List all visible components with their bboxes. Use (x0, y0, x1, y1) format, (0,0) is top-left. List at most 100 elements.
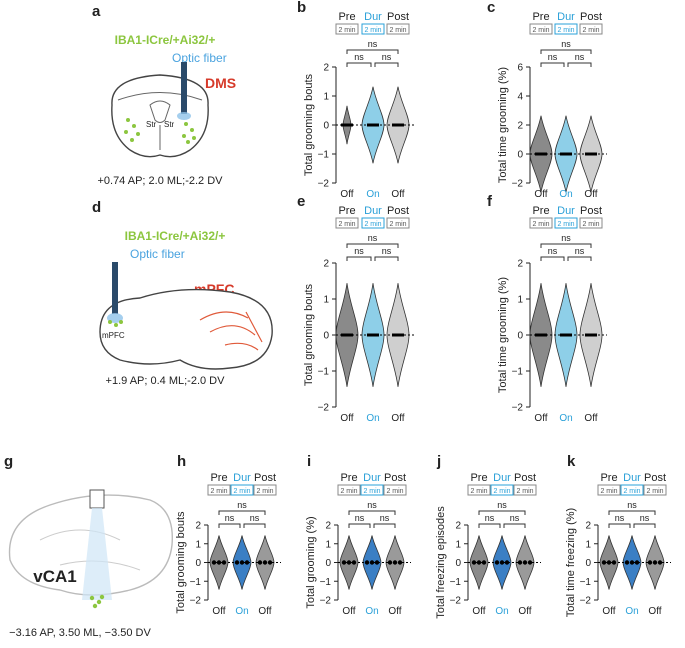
y-tick-label: −1 (580, 577, 592, 588)
phase-label: Pre (470, 472, 487, 484)
duration-label: 2 min (557, 27, 574, 34)
bracket (374, 256, 399, 261)
region-text: Str (146, 120, 157, 129)
data-point (346, 560, 352, 565)
y-tick-label: −1 (450, 577, 462, 588)
bracket (478, 523, 501, 528)
phase-label: Post (387, 11, 409, 23)
phase-label: Post (387, 205, 409, 217)
condition-label: Off (534, 413, 547, 424)
significance: ns (548, 246, 558, 256)
bracket (633, 523, 656, 528)
condition-label: On (495, 606, 508, 617)
bracket (540, 49, 592, 54)
phase-label: Pre (338, 205, 355, 217)
bracket (567, 62, 592, 67)
phase-box (207, 484, 231, 496)
y-tick-label: 0 (323, 121, 329, 132)
phase-label: Pre (340, 472, 357, 484)
significance: ns (627, 500, 637, 510)
panel-letter: d (92, 199, 101, 216)
region-label: DMS (205, 75, 236, 91)
condition-label: Off (212, 606, 225, 617)
duration-label: 2 min (364, 27, 381, 34)
significance: ns (561, 233, 571, 243)
y-tick-label: 0 (455, 558, 461, 569)
data-point (504, 560, 510, 565)
y-axis-label: Total time grooming (%) (497, 67, 509, 183)
significance: ns (497, 500, 507, 510)
bracket (608, 510, 656, 515)
y-tick-label: −2 (318, 179, 330, 190)
bracket (608, 523, 631, 528)
data-point (216, 560, 222, 565)
significance: ns (615, 513, 625, 523)
phase-label: Dur (623, 472, 641, 484)
panel-letter: c (487, 0, 495, 16)
duration-label: 2 min (386, 488, 403, 495)
duration-label: 2 min (582, 27, 599, 34)
duration-label: 2 min (210, 488, 227, 495)
panel-letter: g (4, 453, 13, 470)
bracket (348, 523, 371, 528)
duration-label: 2 min (493, 488, 510, 495)
condition-label: Off (340, 413, 353, 424)
y-axis-label: Total grooming bouts (303, 73, 315, 176)
phase-box (490, 484, 514, 496)
phase-box (335, 217, 359, 229)
duration-label: 2 min (600, 488, 617, 495)
panel-letter: i (307, 453, 311, 470)
bracket (373, 523, 396, 528)
bracket (346, 256, 372, 261)
phase-label: Post (644, 472, 666, 484)
y-axis-label: Total grooming bouts (303, 283, 315, 386)
panel-letter: b (297, 0, 306, 16)
phase-label: Dur (233, 472, 251, 484)
duration-label: 2 min (516, 488, 533, 495)
y-axis-label: Total time freezing (%) (565, 508, 577, 617)
phase-label: Pre (210, 472, 227, 484)
condition-label: On (559, 413, 572, 424)
condition-label: Off (518, 606, 531, 617)
y-tick-label: 1 (323, 92, 329, 103)
y-axis-label: Total grooming bouts (175, 511, 187, 614)
significance: ns (354, 52, 364, 62)
bracket (478, 510, 526, 515)
y-tick-label: 4 (517, 92, 523, 103)
condition-label: Off (648, 606, 661, 617)
duration-label: 2 min (470, 488, 487, 495)
y-tick-label: 1 (325, 539, 331, 550)
phase-box (467, 484, 491, 496)
y-tick-label: 1 (517, 295, 523, 306)
duration-label: 2 min (256, 488, 273, 495)
phase-label: Dur (557, 205, 575, 217)
bracket (346, 243, 399, 248)
condition-label: Off (391, 189, 404, 200)
coronal-brain (111, 62, 209, 158)
phase-label: Dur (364, 11, 382, 23)
condition-label: On (365, 606, 378, 617)
duration-label: 2 min (364, 221, 381, 228)
data-point (374, 560, 380, 565)
duration-label: 2 min (363, 488, 380, 495)
significance: ns (485, 513, 495, 523)
phase-box (337, 484, 361, 496)
duration-label: 2 min (646, 488, 663, 495)
phase-box (513, 484, 537, 496)
phase-label: Pre (600, 472, 617, 484)
phase-box (554, 217, 578, 229)
data-point (606, 560, 612, 565)
y-tick-label: −1 (190, 577, 202, 588)
duration-label: 2 min (338, 221, 355, 228)
phase-box (360, 484, 384, 496)
phase-box (361, 23, 385, 35)
panel-letter: a (92, 3, 101, 20)
genotype: IBA1-ICre/+Ai32/+ (115, 33, 216, 47)
condition-label: Off (472, 606, 485, 617)
duration-label: 2 min (338, 27, 355, 34)
phase-box (386, 23, 410, 35)
phase-label: Post (580, 205, 602, 217)
bracket (243, 523, 266, 528)
condition-label: Off (258, 606, 271, 617)
bracket (218, 510, 266, 515)
